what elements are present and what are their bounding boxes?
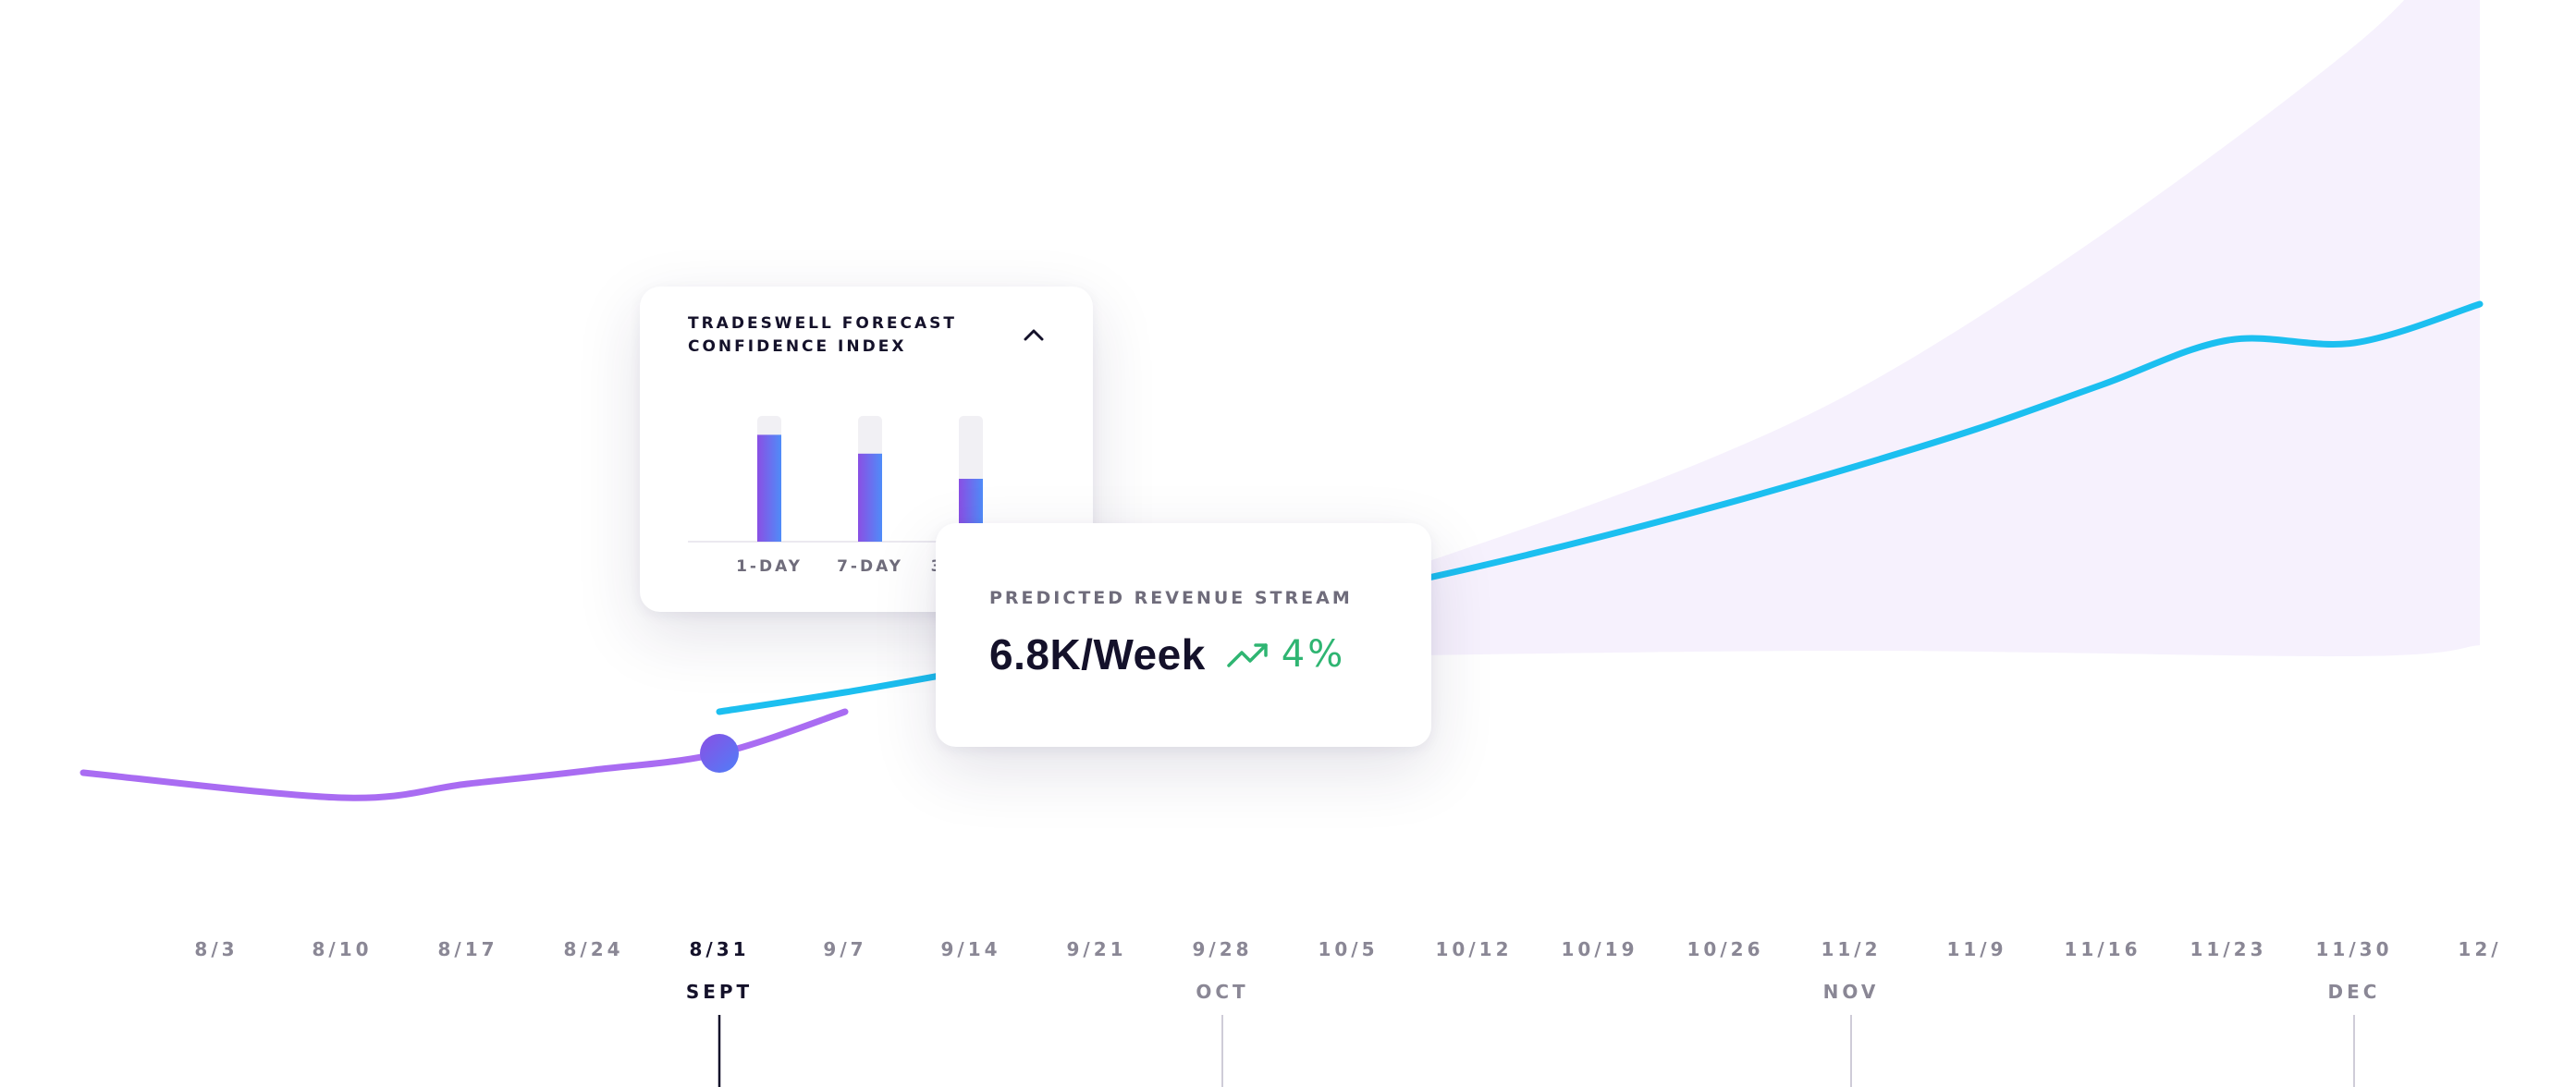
x-tick-label: 11/23	[2190, 938, 2267, 960]
x-tick-label: 8/24	[563, 938, 623, 960]
x-tick-label: 10/5	[1318, 938, 1378, 960]
confidence-bar	[757, 434, 781, 542]
x-tick-label: 8/3	[194, 938, 238, 960]
x-tick-label: 10/19	[1562, 938, 1638, 960]
x-tick-label: 8/31	[689, 938, 749, 960]
x-tick-label: 11/16	[2065, 938, 2141, 960]
x-tick-label: 11/30	[2316, 938, 2393, 960]
revenue-value-row: 6.8K/Week 4%	[989, 625, 1345, 684]
month-label: SEPT	[686, 981, 753, 1003]
x-tick-label: 9/14	[940, 938, 1000, 960]
x-tick-label: 8/17	[437, 938, 497, 960]
confidence-bar	[858, 453, 882, 542]
chevron-up-icon	[1024, 329, 1044, 341]
confidence-bar-label: 7-DAY	[837, 557, 903, 576]
confidence-band	[1348, 0, 2480, 657]
x-tick-label: 11/9	[1946, 938, 2006, 960]
x-tick-label: 10/12	[1436, 938, 1513, 960]
trending-up-icon	[1227, 643, 1268, 667]
revenue-change: 4%	[1281, 633, 1346, 676]
revenue-stream-label: PREDICTED REVENUE STREAM	[989, 588, 1353, 608]
month-label: DEC	[2328, 981, 2381, 1003]
x-tick-label: 12/	[2458, 938, 2501, 960]
month-label: OCT	[1196, 981, 1248, 1003]
revenue-stream-card: PREDICTED REVENUE STREAM 6.8K/Week 4%	[936, 523, 1431, 747]
collapse-button[interactable]	[1013, 314, 1054, 355]
x-tick-label: 9/28	[1192, 938, 1252, 960]
confidence-card-title: TRADESWELL FORECAST CONFIDENCE INDEX	[688, 314, 957, 356]
x-tick-label: 9/21	[1066, 938, 1126, 960]
confidence-bar-label: 1-DAY	[736, 557, 803, 576]
x-tick-label: 10/26	[1687, 938, 1764, 960]
revenue-value: 6.8K/Week	[989, 630, 1206, 678]
x-tick-label: 8/10	[312, 938, 372, 960]
x-tick-label: 9/7	[823, 938, 866, 960]
current-point-marker[interactable]	[700, 734, 739, 773]
x-tick-label: 11/2	[1821, 938, 1881, 960]
month-label: NOV	[1823, 981, 1880, 1003]
